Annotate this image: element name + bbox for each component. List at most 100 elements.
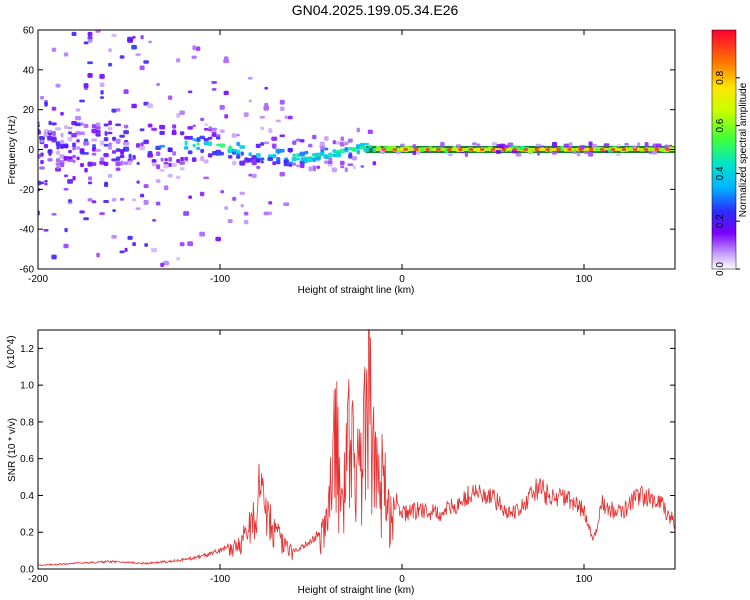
- heatmap-cell: [367, 129, 373, 135]
- heatmap-cell: [123, 161, 129, 165]
- heatmap-cell: [212, 151, 217, 156]
- heatmap-cell: [263, 141, 270, 145]
- heatmap-cell: [99, 161, 105, 165]
- heatmap-cell: [617, 143, 621, 147]
- heatmap-cell: [400, 143, 405, 147]
- heatmap-cell: [284, 115, 288, 119]
- heatmap-cell: [72, 142, 76, 148]
- heatmap-cell: [271, 143, 277, 148]
- x-tick-label: 0: [399, 574, 405, 585]
- heatmap-cell: [51, 254, 57, 260]
- heatmap-cell: [99, 157, 105, 161]
- heatmap-cell: [87, 31, 93, 37]
- heatmap-cell: [192, 144, 196, 147]
- snr-panel: -200 -100 0 100 0.0 0.2 0.4 0.6 0.8 1.0 1.2 Height…: [6, 329, 676, 596]
- heatmap-cell: [208, 126, 212, 130]
- heatmap-cell: [495, 150, 502, 154]
- heatmap-cell: [203, 159, 209, 164]
- heatmap-cell: [472, 148, 477, 152]
- heatmap-cell: [99, 212, 105, 215]
- heatmap-cell: [72, 175, 76, 181]
- heatmap-cell: [556, 148, 561, 151]
- heatmap-cell: [44, 101, 48, 107]
- heatmap-cell: [112, 209, 116, 213]
- heatmap-cell: [132, 35, 136, 39]
- heatmap-cell: [219, 104, 225, 110]
- heatmap-cell: [328, 160, 333, 165]
- heatmap-cell: [243, 112, 249, 118]
- heatmap-cell: [168, 162, 172, 167]
- heatmap-cell: [239, 191, 245, 195]
- heatmap-cell: [299, 151, 305, 157]
- heatmap-cell: [95, 122, 101, 127]
- heatmap-cell: [140, 35, 144, 40]
- heatmap-cell: [67, 126, 73, 130]
- heatmap-cell: [215, 236, 221, 242]
- heatmap-cell: [64, 125, 69, 129]
- heatmap-cell: [512, 148, 517, 151]
- heatmap-cell: [628, 146, 633, 151]
- heatmap-cell: [87, 198, 93, 202]
- heatmap-cell: [259, 116, 266, 119]
- heatmap-cell: [344, 142, 348, 146]
- heatmap-cell: [320, 145, 325, 151]
- heatmap-cell: [288, 147, 292, 153]
- heatmap-cell: [248, 152, 253, 157]
- heatmap-cell: [123, 130, 129, 135]
- heatmap-cell: [604, 150, 609, 153]
- heatmap-cell: [164, 260, 168, 266]
- heatmap-cell: [139, 65, 145, 71]
- heatmap-cell: [244, 211, 249, 216]
- heatmap-cell: [359, 142, 365, 147]
- heatmap-cell: [43, 129, 49, 134]
- heatmap-cell: [203, 128, 209, 131]
- heatmap-cell: [632, 148, 637, 151]
- heatmap-cell: [444, 148, 449, 154]
- heatmap-cell: [211, 127, 217, 131]
- heatmap-cell: [139, 145, 145, 151]
- heatmap-cell: [44, 179, 48, 183]
- heatmap-cell: [191, 157, 197, 162]
- x-tick-label: -200: [28, 574, 48, 585]
- heatmap-cell: [319, 141, 325, 145]
- heatmap-cell: [203, 176, 210, 180]
- heatmap-cell: [187, 241, 194, 247]
- heatmap-cell: [39, 181, 45, 185]
- heatmap-cell: [55, 162, 61, 166]
- heatmap-cell: [123, 89, 129, 95]
- y-tick-label: 0.2: [20, 528, 34, 539]
- heatmap-cell: [83, 41, 89, 45]
- heatmap-cell: [92, 147, 97, 152]
- heatmap-cell: [60, 132, 64, 138]
- heatmap-cell: [139, 128, 145, 132]
- heatmap-cell: [132, 198, 136, 202]
- heatmap-cell: [115, 148, 121, 152]
- heatmap-cell: [79, 99, 85, 103]
- heatmap-cell: [207, 136, 213, 140]
- heatmap-cell: [587, 151, 594, 157]
- heatmap-cell: [412, 150, 417, 156]
- heatmap-cell: [156, 164, 161, 170]
- snr-series-line: [38, 330, 675, 567]
- heatmap-cell: [175, 58, 181, 63]
- heatmap-cell: [120, 197, 125, 201]
- heatmap-cell: [180, 156, 185, 162]
- heatmap-cell: [136, 161, 140, 166]
- heatmap-cell: [172, 129, 177, 134]
- heatmap-cell: [135, 207, 141, 210]
- heatmap-cell: [299, 139, 305, 143]
- heatmap-cell: [256, 158, 261, 163]
- heatmap-cell: [143, 139, 149, 145]
- heatmap-cell: [419, 147, 426, 151]
- heatmap-cell: [99, 140, 105, 146]
- heatmap-cell: [324, 147, 329, 151]
- heatmap-cell: [219, 129, 225, 133]
- heatmap-cell: [272, 153, 277, 159]
- heatmap-cell: [179, 161, 186, 165]
- heatmap-cell: [376, 146, 381, 150]
- heatmap-cell: [119, 154, 125, 159]
- heatmap-cell: [59, 24, 64, 28]
- heatmap-cell: [88, 176, 93, 181]
- heatmap-cell: [332, 149, 337, 154]
